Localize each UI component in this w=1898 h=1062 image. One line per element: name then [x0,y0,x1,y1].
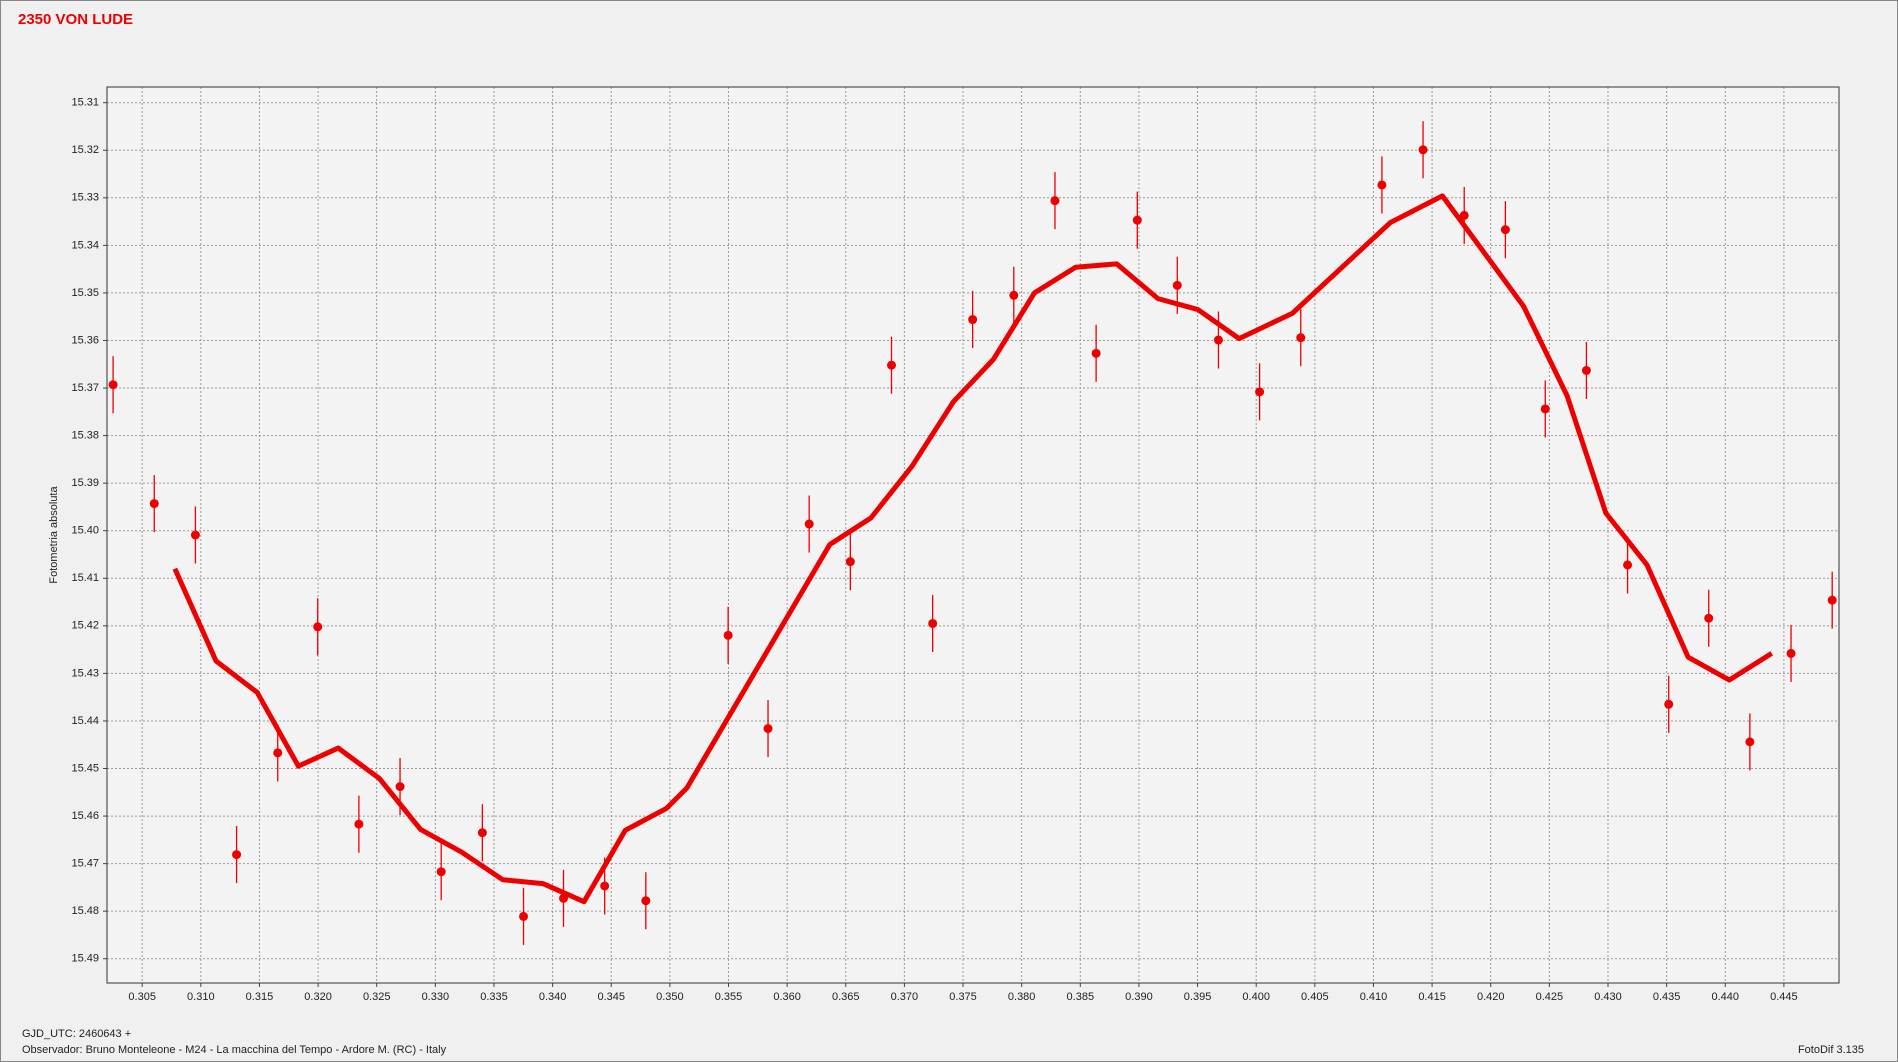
y-tick-label: 15.36 [71,334,99,346]
y-tick-label: 15.31 [71,97,99,109]
x-axis-label: GJD_UTC: 2460643 + [22,1028,131,1040]
software-label: FotoDif 3.135 [1798,1044,1864,1056]
x-tick-label: 0.370 [891,991,919,1003]
x-tick-label: 0.440 [1711,991,1739,1003]
y-tick-label: 15.35 [71,287,99,299]
data-point [723,630,733,640]
data-point [1418,145,1428,155]
data-point [519,911,529,921]
data-point [1377,180,1387,190]
data-point [1172,280,1182,290]
y-tick-label: 15.42 [71,620,99,632]
data-point [1540,404,1550,414]
x-tick-label: 0.350 [656,991,684,1003]
data-point [273,748,283,758]
plot-frame [106,86,1840,984]
y-tick-label: 15.48 [71,905,99,917]
y-tick-label: 15.32 [71,144,99,156]
x-tick-label: 0.340 [539,991,567,1003]
data-point [600,881,610,891]
y-tick-label: 15.39 [71,477,99,489]
x-tick-label: 0.310 [187,991,215,1003]
x-tick-label: 0.380 [1008,991,1036,1003]
x-tick-label: 0.435 [1653,991,1681,1003]
x-tick-label: 0.375 [949,991,977,1003]
data-point [1132,215,1142,225]
plot-area [107,87,1839,983]
x-tick-label: 0.355 [715,991,743,1003]
x-tick-label: 0.385 [1067,991,1095,1003]
fit-line [172,193,1774,905]
x-tick-label: 0.325 [363,991,391,1003]
x-tick-label: 0.315 [246,991,274,1003]
y-axis-label: Fotometria absoluta [48,486,60,584]
data-point [1459,210,1469,220]
x-tick-label: 0.320 [304,991,332,1003]
x-tick-label: 0.410 [1360,991,1388,1003]
chart-title: 2350 VON LUDE [18,11,133,28]
data-point [1296,333,1306,343]
y-tick-label: 15.37 [71,382,99,394]
data-point [928,618,938,628]
x-tick-label: 0.345 [597,991,625,1003]
data-point [1213,335,1223,345]
data-point [1664,699,1674,709]
y-tick-label: 15.43 [71,667,99,679]
x-tick-label: 0.420 [1477,991,1505,1003]
data-point [1091,348,1101,358]
data-point [1745,737,1755,747]
data-point [804,519,814,529]
data-point [1500,225,1510,235]
y-tick-label: 15.47 [71,858,99,870]
data-point [1786,648,1796,658]
data-point [1827,595,1837,605]
y-tick-label: 15.45 [71,762,99,774]
x-tick-label: 0.335 [480,991,508,1003]
y-tick-label: 15.46 [71,810,99,822]
footer: Observador: Bruno Monteleone - M24 - La … [22,1044,447,1056]
data-point [763,724,773,734]
y-tick-label: 15.44 [71,715,99,727]
data-point [395,782,405,792]
y-tick-label: 15.33 [71,192,99,204]
data-point [190,530,200,540]
data-point [1009,290,1019,300]
y-tick-label: 15.34 [71,239,99,251]
y-tick-label: 15.41 [71,572,99,584]
x-tick-label: 0.395 [1184,991,1212,1003]
data-point [477,828,487,838]
data-point [1255,387,1265,397]
data-point [845,557,855,567]
x-tick-label: 0.365 [832,991,860,1003]
x-tick-label: 0.405 [1301,991,1329,1003]
data-point [436,867,446,877]
data-point [354,819,364,829]
x-tick-label: 0.305 [128,991,156,1003]
data-point [232,850,242,860]
x-tick-label: 0.415 [1418,991,1446,1003]
y-tick-label: 15.40 [71,525,99,537]
data-point [641,896,651,906]
x-tick-label: 0.425 [1536,991,1564,1003]
data-point [108,380,118,390]
data-point [887,360,897,370]
data-point [149,499,159,509]
y-tick-label: 15.49 [71,953,99,965]
data-point [313,622,323,632]
y-tick-label: 15.38 [71,430,99,442]
x-tick-label: 0.360 [773,991,801,1003]
data-point [1704,613,1714,623]
x-tick-label: 0.400 [1242,991,1270,1003]
x-tick-label: 0.330 [422,991,450,1003]
data-point [1581,365,1591,375]
x-tick-label: 0.445 [1770,991,1798,1003]
data-point [1050,196,1060,206]
x-tick-label: 0.430 [1594,991,1622,1003]
data-point [1623,560,1633,570]
x-tick-label: 0.390 [1125,991,1153,1003]
data-point [968,315,978,325]
